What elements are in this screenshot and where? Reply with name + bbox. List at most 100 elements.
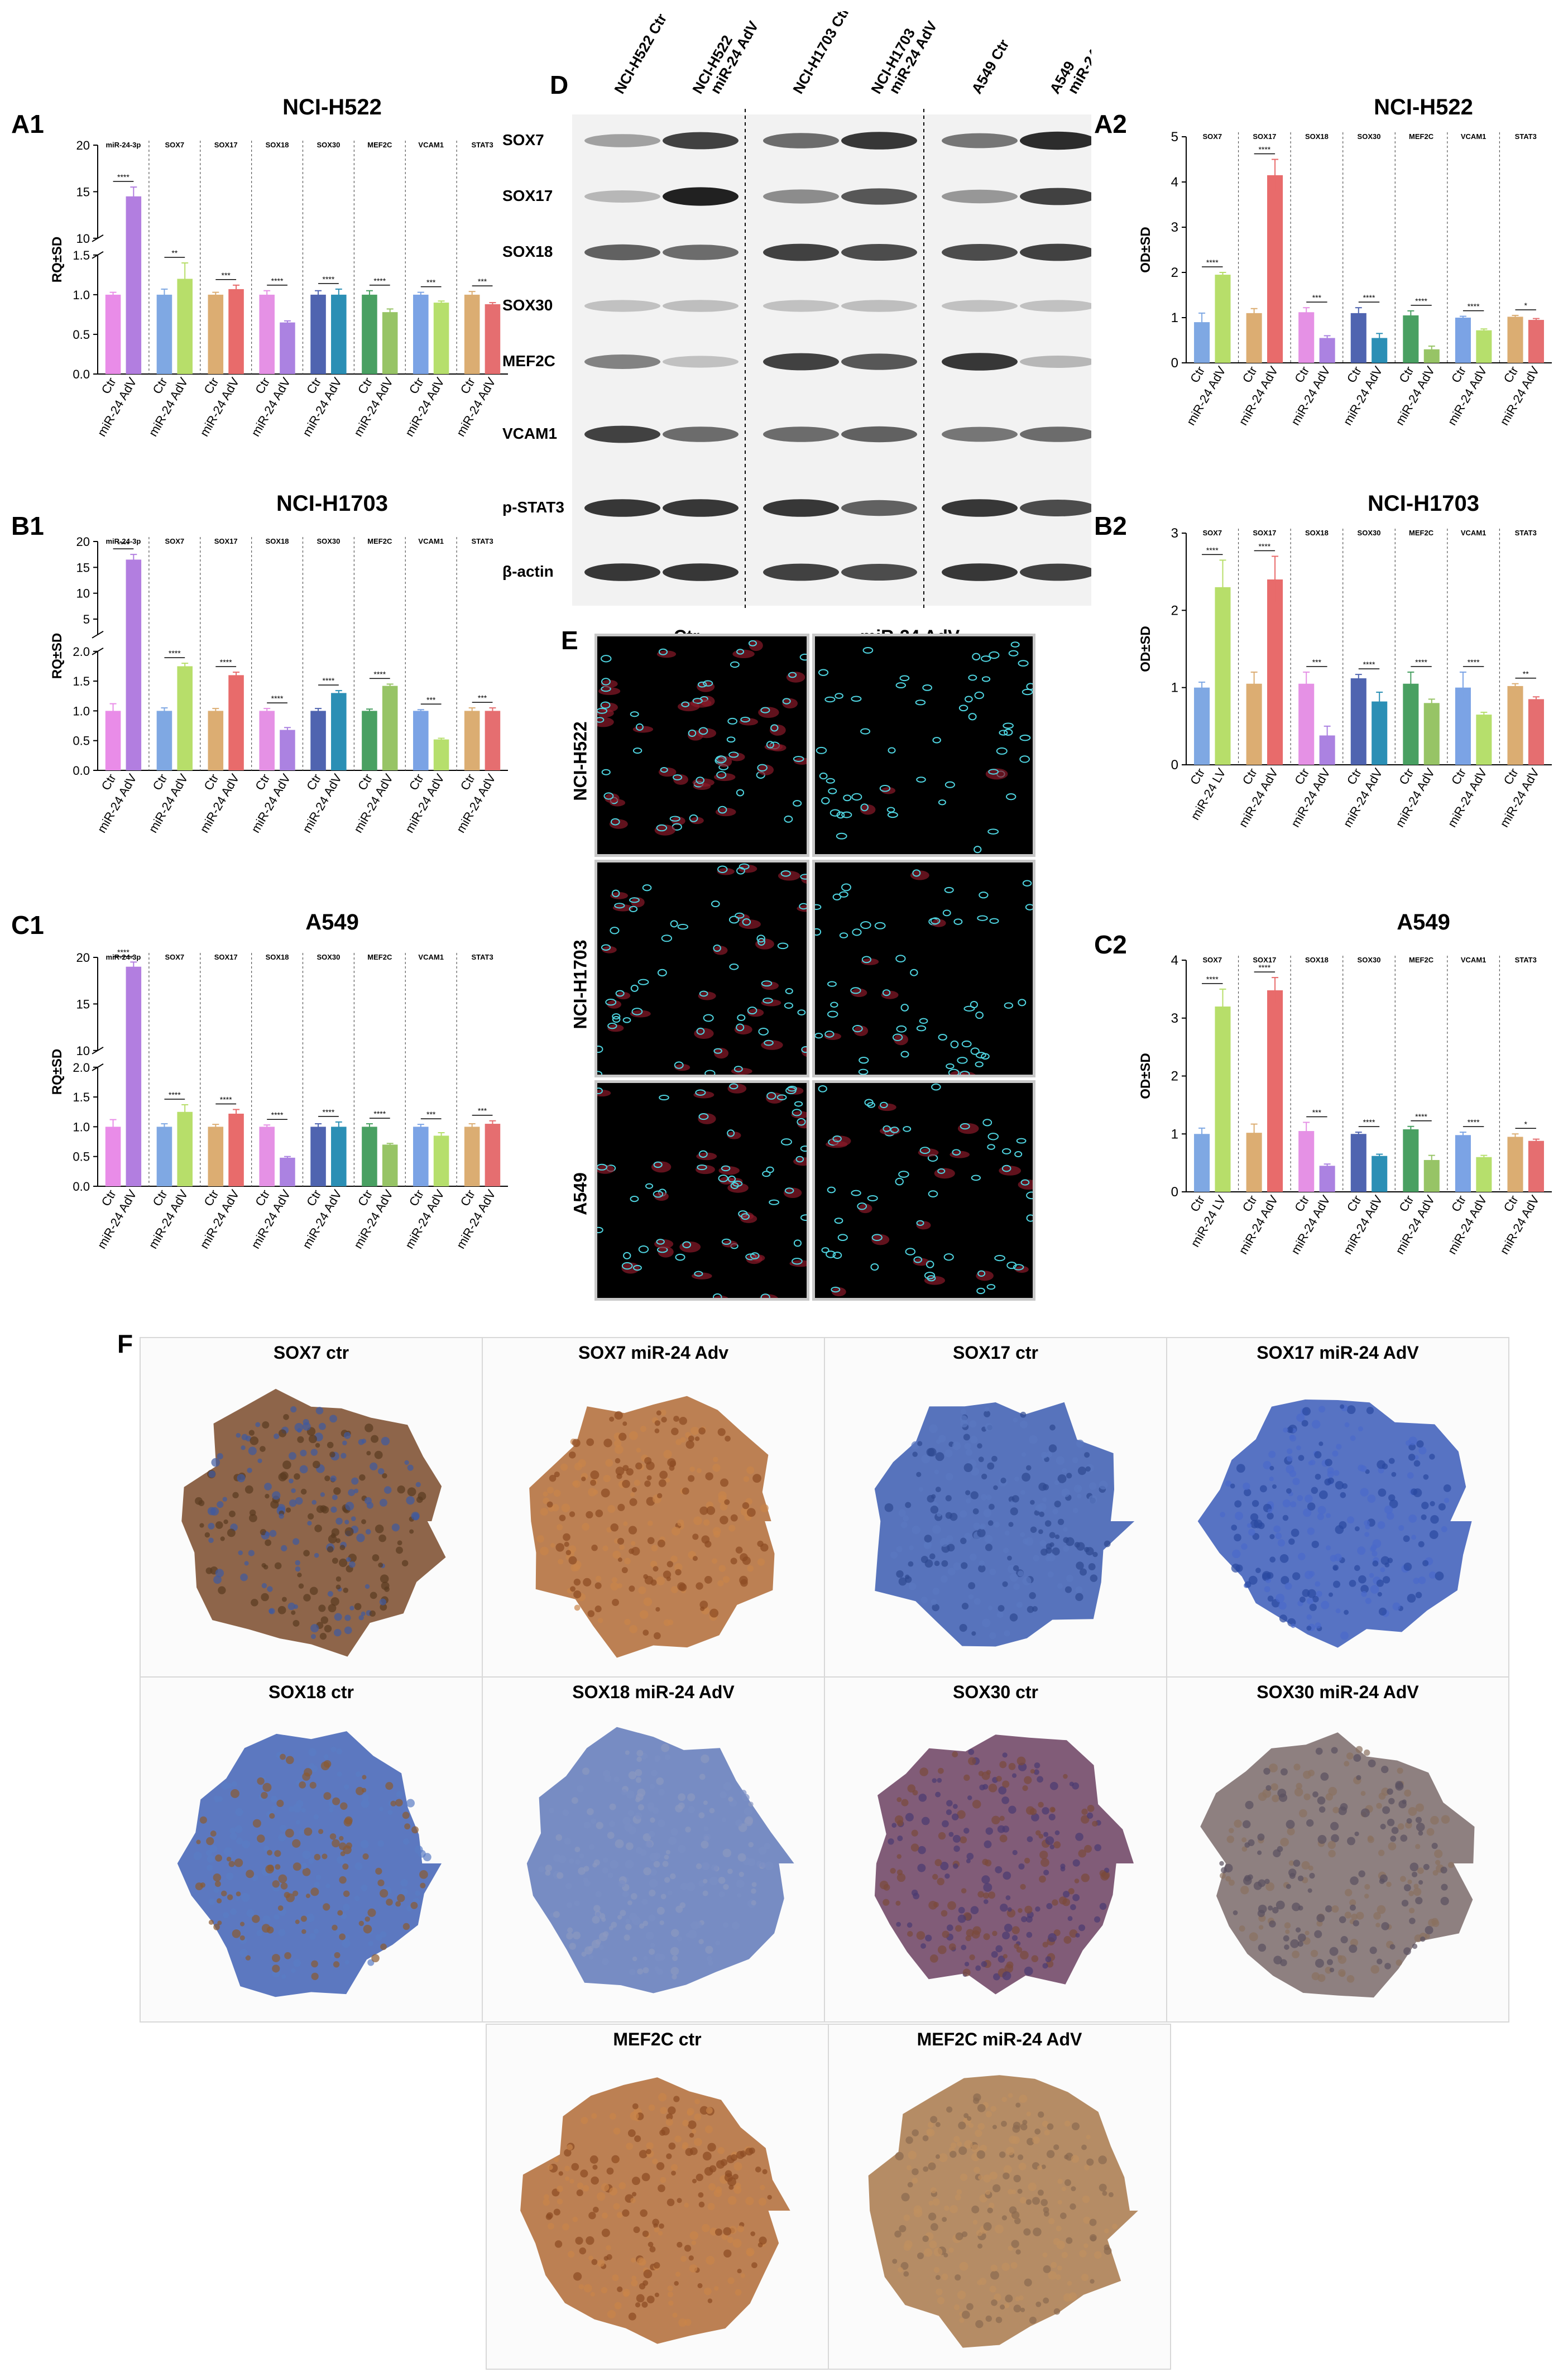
cell-nucleus bbox=[1315, 1958, 1324, 1968]
cell-nucleus bbox=[1440, 1896, 1449, 1906]
cell-nucleus bbox=[291, 1968, 296, 1973]
cell-nucleus bbox=[702, 2223, 710, 2232]
cell-nucleus bbox=[1003, 2172, 1010, 2180]
y-tick-label: 2 bbox=[1171, 603, 1178, 618]
cell-nucleus bbox=[1042, 2120, 1049, 2127]
cell-cytoplasm bbox=[783, 1187, 802, 1199]
cell-nucleus bbox=[1384, 1963, 1391, 1969]
cell-nucleus bbox=[1309, 1603, 1317, 1611]
cell-nucleus bbox=[689, 2231, 698, 2240]
significance-label: *** bbox=[478, 693, 487, 702]
cell-nucleus bbox=[983, 2174, 991, 2183]
bar-ctr bbox=[464, 294, 480, 374]
y-tick-label: 3 bbox=[1171, 220, 1178, 235]
cell-nucleus bbox=[963, 1828, 970, 1834]
cell-nucleus bbox=[613, 1439, 622, 1448]
cell-nucleus bbox=[1258, 1522, 1265, 1530]
cell-nucleus bbox=[660, 2107, 668, 2115]
cell-nucleus bbox=[574, 1847, 581, 1852]
cell-nucleus bbox=[647, 1802, 655, 1809]
cell-nucleus bbox=[547, 2164, 553, 2170]
cell-nucleus bbox=[630, 1196, 639, 1202]
cell-nucleus bbox=[308, 1858, 314, 1864]
cell-nucleus bbox=[618, 1432, 627, 1441]
bar-ctr bbox=[259, 711, 275, 770]
significance-label: **** bbox=[117, 947, 130, 956]
cell-nucleus bbox=[330, 1475, 337, 1482]
cell-nucleus bbox=[689, 2132, 694, 2138]
cell-nucleus bbox=[696, 1468, 702, 1473]
cell-nucleus bbox=[1027, 2138, 1034, 2146]
blot-band bbox=[841, 188, 917, 205]
cell-nucleus bbox=[740, 716, 750, 723]
cell-nucleus bbox=[1364, 1532, 1370, 1537]
cell-nucleus bbox=[397, 1894, 405, 1902]
cell-nucleus bbox=[984, 1535, 993, 1544]
cell-nucleus bbox=[1057, 1474, 1067, 1483]
cell-nucleus bbox=[649, 1878, 658, 1888]
cell-nucleus bbox=[1225, 1876, 1231, 1882]
cell-nucleus bbox=[615, 1458, 621, 1464]
cell-nucleus bbox=[574, 1462, 582, 1471]
cell-nucleus bbox=[643, 1867, 651, 1876]
cell-nucleus bbox=[756, 934, 765, 943]
protein-label: SOX18 bbox=[502, 243, 553, 260]
cell-nucleus bbox=[1250, 1513, 1259, 1521]
cell-nucleus bbox=[1391, 1827, 1399, 1834]
blot-band bbox=[763, 426, 839, 442]
cell-nucleus bbox=[901, 1799, 909, 1806]
cell-nucleus bbox=[591, 1544, 598, 1551]
cell-nucleus bbox=[649, 1830, 655, 1837]
ihc-panel-sox7-ctr: SOX7 ctr bbox=[140, 1337, 483, 1678]
cell-nucleus bbox=[583, 2284, 592, 2293]
cell-nucleus bbox=[621, 1262, 633, 1270]
cell-nucleus bbox=[1272, 1794, 1279, 1803]
cell-nucleus bbox=[613, 1776, 620, 1782]
cell-nucleus bbox=[637, 1968, 644, 1975]
lane-label: A549 Ctr bbox=[968, 36, 1012, 97]
cell-nucleus bbox=[1009, 2135, 1017, 2144]
cell-nucleus bbox=[1099, 2183, 1107, 2192]
significance-label: *** bbox=[1312, 1108, 1322, 1117]
cell-nucleus bbox=[955, 2274, 961, 2281]
cell-nucleus bbox=[645, 1932, 654, 1940]
cell-nucleus bbox=[1317, 1974, 1326, 1982]
bar-ctr bbox=[362, 711, 377, 770]
cell-nucleus bbox=[887, 812, 898, 818]
cell-nucleus bbox=[709, 2165, 717, 2173]
cell-nucleus bbox=[667, 1890, 673, 1896]
cell-nucleus bbox=[930, 917, 941, 924]
cell-nucleus bbox=[1007, 1907, 1012, 1912]
cell-nucleus bbox=[1037, 1776, 1043, 1783]
cell-nucleus bbox=[1315, 1581, 1321, 1587]
cell-nucleus bbox=[973, 1522, 980, 1530]
cell-nucleus bbox=[1403, 1535, 1410, 1542]
cell-nucleus bbox=[723, 2249, 732, 2258]
cell-nucleus bbox=[935, 1487, 941, 1493]
cell-nucleus bbox=[1076, 1439, 1084, 1448]
cell-nucleus bbox=[1332, 1450, 1339, 1457]
cell-nucleus bbox=[264, 1483, 272, 1491]
bar-ctr bbox=[1455, 1135, 1471, 1192]
cell-nucleus bbox=[677, 1519, 684, 1526]
cell-nucleus bbox=[735, 2289, 742, 2296]
cell-nucleus bbox=[919, 1767, 928, 1776]
cell-nucleus bbox=[784, 1002, 793, 1009]
cell-nucleus bbox=[553, 1489, 561, 1497]
cell-nucleus bbox=[696, 1582, 703, 1590]
cell-nucleus bbox=[1447, 1862, 1455, 1868]
cell-nucleus bbox=[720, 1516, 728, 1525]
cell-nucleus bbox=[632, 2103, 639, 2110]
cell-nucleus bbox=[674, 1061, 684, 1069]
x-tick-label: Ctr bbox=[150, 771, 170, 793]
cell-nucleus bbox=[1370, 1964, 1380, 1974]
cell-cytoplasm bbox=[694, 1028, 714, 1039]
cell-nucleus bbox=[964, 1443, 971, 1450]
cell-cytoplasm bbox=[831, 1287, 846, 1297]
cell-nucleus bbox=[1270, 1783, 1278, 1791]
cell-nucleus bbox=[1054, 1480, 1059, 1485]
cell-nucleus bbox=[367, 1908, 376, 1917]
cell-nucleus bbox=[737, 1014, 746, 1022]
cell-nucleus bbox=[1283, 1935, 1289, 1942]
y-tick-label: 4 bbox=[1171, 175, 1178, 190]
